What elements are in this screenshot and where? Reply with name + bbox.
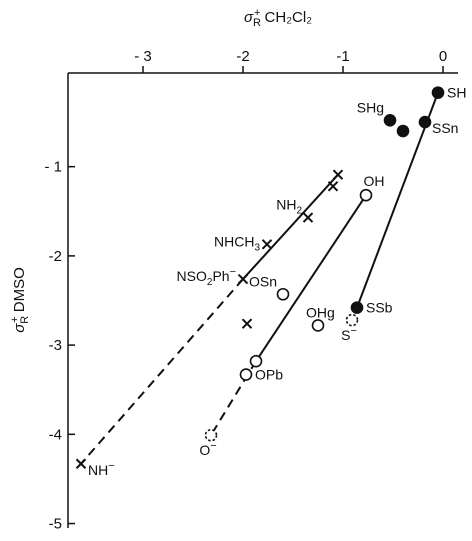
open-circle-marker bbox=[249, 354, 263, 368]
cross-marker bbox=[75, 458, 87, 469]
x-tick-label: - 3 bbox=[134, 48, 152, 65]
cross-marker bbox=[327, 181, 339, 192]
point-label: O− bbox=[199, 440, 216, 458]
y-tick-label: -3 bbox=[49, 337, 62, 354]
axis-ticks: - 3 -2 -1 0 - 1 -2 -3 -4 -5 bbox=[44, 48, 447, 533]
x-tick-label: -1 bbox=[336, 48, 349, 65]
point-label: SH bbox=[447, 85, 466, 101]
point-label: SSn bbox=[432, 120, 458, 136]
y-axis-title: σR+ DMSO bbox=[9, 267, 31, 333]
open-circle-marker bbox=[359, 188, 373, 202]
dashed-fit-line bbox=[80, 278, 244, 465]
solid-fit-line bbox=[255, 194, 367, 362]
point-label: NHCH3 bbox=[214, 233, 260, 253]
cross-marker bbox=[302, 212, 314, 223]
cross-marker bbox=[237, 273, 249, 285]
solid-fit-line bbox=[356, 92, 439, 308]
y-tick-label: -5 bbox=[49, 516, 62, 533]
open-circle-marker bbox=[276, 287, 290, 301]
filled-circle-marker bbox=[383, 113, 397, 127]
point-label: OPb bbox=[255, 367, 283, 383]
point-label: S− bbox=[341, 325, 357, 343]
data-markers bbox=[75, 86, 445, 469]
point-label: OHg bbox=[306, 304, 335, 320]
x-tick-label: 0 bbox=[439, 48, 447, 65]
fit-lines bbox=[80, 92, 439, 465]
dashed-circle-marker bbox=[204, 428, 218, 442]
filled-circle-marker bbox=[350, 301, 364, 314]
x-axis-title: σR+ CH₂Cl₂ bbox=[244, 7, 312, 29]
filled-circle-marker bbox=[431, 86, 445, 99]
point-label: SHg bbox=[357, 99, 384, 115]
open-circle-marker bbox=[311, 319, 325, 332]
cross-marker bbox=[261, 239, 273, 250]
filled-circle-marker bbox=[396, 124, 410, 138]
x-tick-label: -2 bbox=[236, 48, 249, 65]
cross-marker bbox=[241, 318, 253, 329]
dashed-circle-marker bbox=[345, 313, 359, 327]
point-label: OH bbox=[364, 173, 385, 189]
filled-circle-marker bbox=[418, 115, 432, 129]
point-label: NH2 bbox=[276, 197, 302, 217]
point-label: SSb bbox=[366, 300, 393, 316]
cross-marker bbox=[332, 169, 344, 180]
point-label: OSn bbox=[249, 273, 277, 289]
axis-title-text: σR+ CH₂Cl₂ bbox=[244, 7, 312, 29]
solid-fit-line bbox=[242, 174, 339, 280]
y-tick-label: -2 bbox=[49, 248, 62, 265]
open-circle-marker bbox=[239, 368, 253, 381]
point-label: NH− bbox=[88, 460, 115, 478]
y-tick-label: - 1 bbox=[44, 159, 62, 176]
point-label: NSO2Ph− bbox=[177, 266, 236, 288]
point-labels: SH SHg SSn SSb S− OH OSn OHg OPb O− NH2 NHCH3 NSO2Ph… bbox=[88, 85, 466, 478]
axis-title-text: σR+ DMSO bbox=[9, 267, 31, 333]
y-tick-label: -4 bbox=[49, 426, 62, 443]
